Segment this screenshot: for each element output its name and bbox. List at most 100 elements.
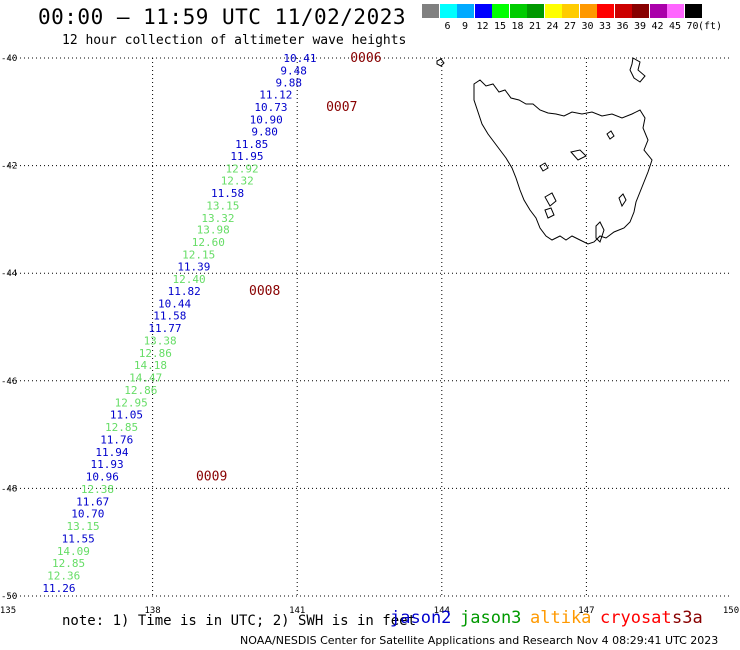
lon-tick-141: 141 [289, 606, 305, 616]
scale-swatch-70 [684, 4, 702, 18]
maria-island [618, 193, 627, 208]
time-markers: 0006 0007 0008 0009 [196, 51, 382, 485]
observation-32: 11.94 [95, 446, 128, 459]
footer-note: note: 1) Time is in UTC; 2) SWH is in fe… [62, 613, 417, 629]
lat-tick--48: -48 [1, 484, 17, 494]
scale-label-39: 39 [634, 21, 647, 32]
observation-36: 11.67 [76, 495, 109, 508]
flinders-island [629, 57, 646, 83]
observation-20: 10.44 [158, 297, 191, 310]
lon-tick-144: 144 [434, 606, 450, 616]
observation-15: 12.60 [192, 236, 225, 249]
scale-unit-label: (ft) [698, 21, 723, 32]
observation-22: 11.77 [148, 322, 181, 335]
king-island [436, 58, 445, 67]
observation-24: 12.86 [139, 347, 172, 360]
observation-7: 11.85 [235, 138, 268, 151]
scale-swatch-30 [579, 4, 597, 18]
scale-label-6: 6 [444, 21, 451, 32]
lake-1 [570, 149, 587, 161]
lon-tick-135: 135 [0, 606, 16, 616]
legend-jason2: jason2 [390, 608, 452, 628]
scale-swatch-9 [457, 4, 474, 18]
observation-18: 12.40 [172, 273, 205, 286]
scale-swatch-27 [562, 4, 579, 18]
scale-swatch-24 [544, 4, 562, 18]
scale-label-42: 42 [651, 21, 664, 32]
scale-swatch-15 [492, 4, 509, 18]
observation-23: 13.38 [144, 334, 177, 347]
scale-label-9: 9 [462, 21, 469, 32]
observation-35: 12.38 [81, 483, 114, 496]
map-subtitle: 12 hour collection of altimeter wave hei… [62, 33, 407, 48]
observation-38: 13.15 [66, 520, 99, 533]
scale-label-15: 15 [494, 21, 507, 32]
observation-26: 14.47 [129, 372, 162, 385]
observation-12: 13.15 [206, 199, 239, 212]
lake-5 [606, 130, 615, 140]
scale-swatch-21 [527, 4, 544, 18]
observation-33: 11.93 [91, 458, 124, 471]
observation-16: 12.15 [182, 248, 215, 261]
observation-29: 11.05 [110, 409, 143, 422]
lat-tick--50: -50 [1, 592, 17, 602]
lake-4 [539, 162, 549, 172]
observation-21: 11.58 [153, 310, 186, 323]
scale-swatch-3 [422, 4, 439, 18]
scale-label-45: 45 [669, 21, 682, 32]
observation-40: 14.09 [57, 545, 90, 558]
time-marker-0009: 0009 [196, 470, 227, 485]
observation-5: 10.90 [250, 113, 283, 126]
lat-tick--40: -40 [1, 54, 17, 64]
wave-height-observations: 10.419.489.8811.1210.7310.909.8011.8511.… [42, 52, 316, 595]
observation-9: 12.92 [226, 162, 259, 175]
scale-swatch-39 [632, 4, 649, 18]
observation-10: 12.32 [221, 175, 254, 188]
observation-31: 11.76 [100, 433, 133, 446]
observation-11: 11.58 [211, 187, 244, 200]
tasmania-coastline [436, 57, 653, 245]
lake-2 [544, 192, 557, 207]
lake-3 [544, 207, 555, 219]
bruny-island [595, 221, 605, 243]
observation-2: 9.88 [276, 77, 303, 90]
scale-label-12: 12 [476, 21, 489, 32]
lon-tick-138: 138 [144, 606, 160, 616]
legend-altika: altika [530, 608, 592, 628]
observation-4: 10.73 [254, 101, 287, 114]
scale-label-24: 24 [546, 21, 559, 32]
scale-label-36: 36 [616, 21, 629, 32]
scale-label-33: 33 [599, 21, 612, 32]
lat-tick--44: -44 [1, 269, 17, 279]
lat-tick--46: -46 [1, 377, 17, 387]
observation-8: 11.95 [230, 150, 263, 163]
map-title: 00:00 – 11:59 UTC 11/02/2023 [38, 5, 407, 29]
credit-line: NOAA/NESDIS Center for Satellite Applica… [240, 634, 719, 647]
observation-13: 13.32 [201, 212, 234, 225]
observation-37: 10.70 [71, 508, 104, 521]
scale-label-30: 30 [581, 21, 594, 32]
lon-tick-150: 150 [723, 606, 739, 616]
observation-41: 12.85 [52, 557, 85, 570]
legend-s3a: s3a [672, 608, 703, 628]
scale-swatch-6 [439, 4, 457, 18]
observation-3: 11.12 [259, 89, 292, 102]
legend-cryosat: cryosat [600, 608, 672, 628]
map-grid [8, 57, 731, 597]
scale-label-21: 21 [529, 21, 542, 32]
scale-swatch-42 [649, 4, 667, 18]
observation-1: 9.48 [280, 64, 307, 77]
observation-27: 12.86 [124, 384, 157, 397]
observation-0: 10.41 [283, 52, 316, 65]
observation-6: 9.80 [251, 126, 278, 139]
observation-25: 14.18 [134, 359, 167, 372]
scale-swatch-12 [474, 4, 492, 18]
scale-swatch-18 [509, 4, 527, 18]
legend-jason3: jason3 [460, 608, 522, 628]
time-marker-0008: 0008 [249, 284, 280, 299]
observation-39: 11.55 [62, 532, 95, 545]
observation-34: 10.96 [86, 471, 119, 484]
scale-swatch-36 [614, 4, 632, 18]
observation-43: 11.26 [42, 582, 75, 595]
